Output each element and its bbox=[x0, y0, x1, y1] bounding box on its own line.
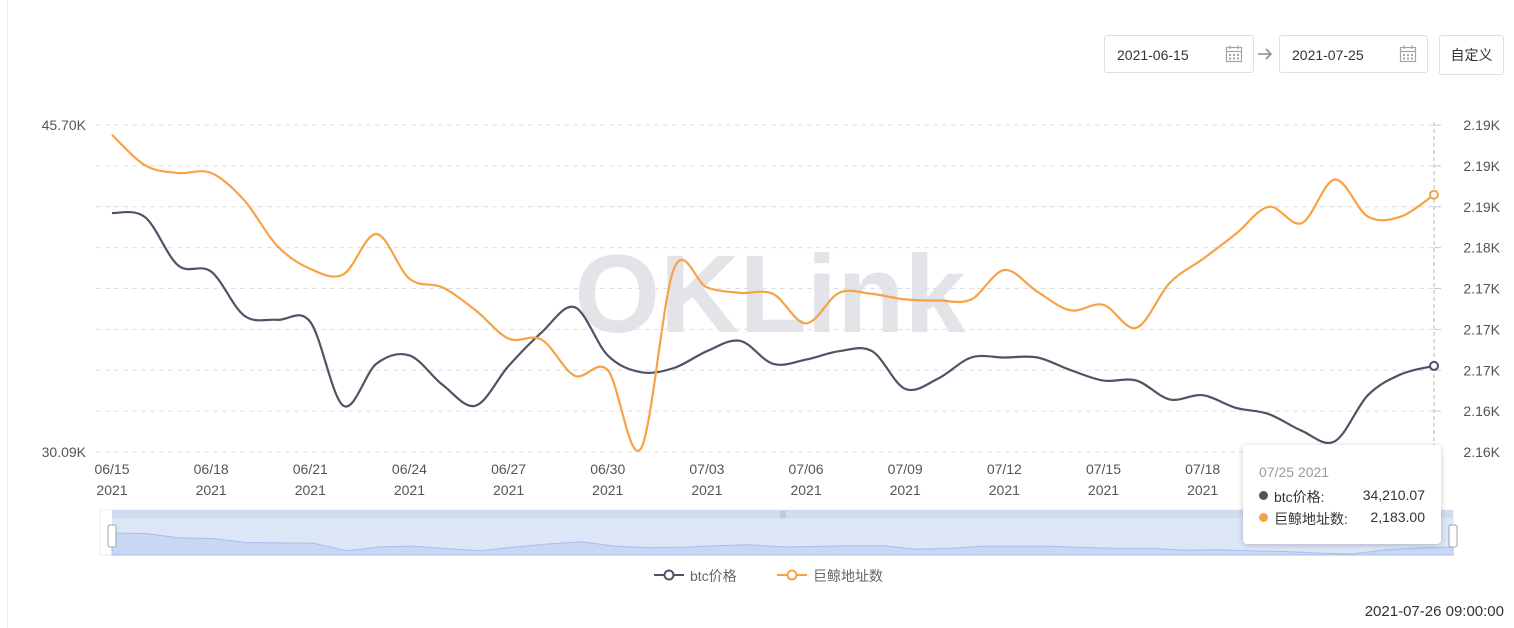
series-point-0 bbox=[1429, 360, 1439, 371]
y-right-tick-label: 2.16K bbox=[1463, 403, 1500, 419]
x-tick-year: 2021 bbox=[1088, 482, 1119, 498]
y-right-tick-label: 2.19K bbox=[1463, 199, 1500, 215]
x-tick-label: 06/18 bbox=[194, 461, 229, 477]
x-tick-year: 2021 bbox=[592, 482, 623, 498]
y-right-tick-label: 2.18K bbox=[1463, 240, 1500, 256]
slider-grip-icon: ||| bbox=[780, 510, 786, 519]
series-lines bbox=[111, 133, 1439, 453]
y-axis-right: 2.19K 2.19K 2.19K 2.18K 2.17K 2.17K 2.17K 2.16K… bbox=[1434, 117, 1501, 460]
x-tick-year: 2021 bbox=[691, 482, 722, 498]
x-tick-year: 2021 bbox=[196, 482, 227, 498]
x-tick-year: 2021 bbox=[295, 482, 326, 498]
y-left-tick-label: 30.09K bbox=[42, 444, 87, 460]
tooltip-label-btc: btc价格: bbox=[1274, 489, 1325, 505]
y-axis-left: 45.70K 30.09K bbox=[42, 117, 87, 460]
y-right-tick-label: 2.16K bbox=[1463, 444, 1500, 460]
x-tick-label: 06/15 bbox=[94, 461, 129, 477]
slider-handle bbox=[1448, 524, 1458, 548]
y-right-tick-label: 2.17K bbox=[1463, 321, 1500, 337]
x-tick-label: 07/12 bbox=[987, 461, 1022, 477]
x-tick-label: 07/09 bbox=[888, 461, 923, 477]
grid bbox=[96, 124, 1434, 453]
tooltip-dot-btc bbox=[1259, 491, 1268, 500]
legend-label-btc: btc价格 bbox=[690, 568, 737, 584]
end-date-picker[interactable]: 2021-07-25 bbox=[1279, 35, 1428, 73]
tooltip: 07/25 2021 btc价格: 34,210.07 巨鲸地址数: 2,183… bbox=[1243, 445, 1441, 544]
tooltip-row-btc: btc价格: 34,210.07 bbox=[1259, 487, 1425, 505]
left-border bbox=[7, 0, 8, 628]
y-right-tick-label: 2.19K bbox=[1463, 117, 1500, 133]
tooltip-title: 07/25 2021 bbox=[1259, 464, 1330, 480]
x-tick-label: 06/21 bbox=[293, 461, 328, 477]
zoom-slider[interactable]: ||| bbox=[99, 509, 1458, 556]
calendar-icon bbox=[1399, 45, 1417, 63]
x-tick-year: 2021 bbox=[96, 482, 127, 498]
y-right-tick-label: 2.17K bbox=[1463, 281, 1500, 297]
calendar-icon bbox=[1225, 45, 1243, 63]
series-point-1 bbox=[1429, 189, 1439, 200]
y-right-tick-label: 2.17K bbox=[1463, 362, 1500, 378]
tooltip-dot-whale bbox=[1259, 513, 1268, 522]
x-tick-label: 07/06 bbox=[789, 461, 824, 477]
y-right-tick-label: 2.19K bbox=[1463, 158, 1500, 174]
x-tick-label: 06/30 bbox=[590, 461, 625, 477]
start-date-value: 2021-06-15 bbox=[1117, 47, 1189, 63]
x-tick-label: 07/18 bbox=[1185, 461, 1220, 477]
slider-top-bar bbox=[112, 510, 1453, 518]
x-tick-label: 07/03 bbox=[689, 461, 724, 477]
x-tick-label: 06/24 bbox=[392, 461, 427, 477]
legend-line-icon bbox=[777, 569, 807, 581]
end-date-value: 2021-07-25 bbox=[1292, 47, 1364, 63]
custom-range-button[interactable]: 自定义 bbox=[1439, 35, 1504, 75]
x-tick-year: 2021 bbox=[394, 482, 425, 498]
legend-line-icon bbox=[654, 569, 684, 581]
x-tick-year: 2021 bbox=[790, 482, 821, 498]
x-tick-label: 06/27 bbox=[491, 461, 526, 477]
tooltip-value-btc: 34,210.07 bbox=[1362, 487, 1425, 503]
x-tick-year: 2021 bbox=[989, 482, 1020, 498]
y-left-tick-label: 45.70K bbox=[42, 117, 87, 133]
series-line-0 bbox=[111, 210, 1435, 444]
arrow-right-icon bbox=[1258, 48, 1273, 60]
slider-preview-area bbox=[111, 532, 1454, 556]
slider-handle bbox=[107, 524, 117, 548]
x-axis: 06/15 2021 06/18 2021 06/21 2021 06/24 2021 06/2… bbox=[94, 461, 1418, 498]
series-line-1 bbox=[111, 133, 1435, 453]
watermark: OKLink bbox=[574, 233, 966, 356]
tooltip-label-whale: 巨鲸地址数: bbox=[1274, 511, 1348, 527]
x-tick-label: 07/15 bbox=[1086, 461, 1121, 477]
x-tick-year: 2021 bbox=[890, 482, 921, 498]
legend-label-whale: 巨鲸地址数 bbox=[813, 568, 883, 584]
tooltip-value-whale: 2,183.00 bbox=[1370, 509, 1426, 525]
tooltip-row-whale: 巨鲸地址数: 2,183.00 bbox=[1259, 509, 1425, 527]
x-tick-year: 2021 bbox=[1187, 482, 1218, 498]
x-tick-year: 2021 bbox=[493, 482, 524, 498]
data-timestamp: 2021-07-26 09:00:00 bbox=[1364, 603, 1504, 620]
start-date-picker[interactable]: 2021-06-15 bbox=[1104, 35, 1254, 73]
